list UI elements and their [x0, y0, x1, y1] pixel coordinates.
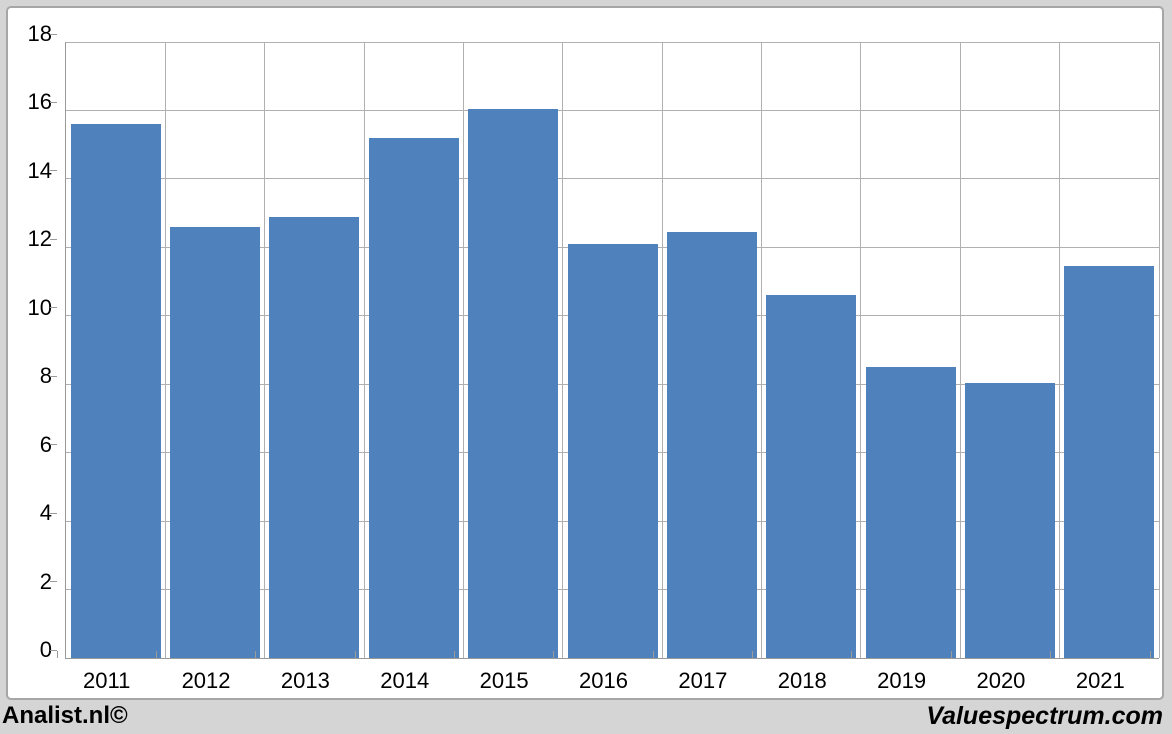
x-axis-tick	[56, 651, 58, 658]
bar-2013	[269, 216, 360, 658]
y-axis-tick	[50, 581, 57, 583]
x-axis-tick	[553, 651, 555, 658]
gridline-horizontal	[66, 178, 1159, 180]
x-axis-tick	[155, 651, 157, 658]
x-axis-tick	[1149, 651, 1151, 658]
x-axis-tick	[950, 651, 952, 658]
y-axis-tick	[50, 238, 57, 240]
x-axis-tick	[1050, 651, 1052, 658]
plot-area	[65, 41, 1160, 659]
gridline-vertical	[860, 42, 862, 658]
bar-2016	[567, 243, 658, 658]
chart-panel: 0 2 4 6 8 10 12 14 16 18 2011 2012 2013 2014 2015 2016 2…	[6, 6, 1164, 700]
y-axis-tick	[50, 649, 57, 651]
y-axis-tick	[50, 170, 57, 172]
x-axis-tick	[354, 651, 356, 658]
gridline-vertical	[1158, 42, 1160, 658]
y-axis-tick	[50, 33, 57, 35]
gridline-vertical	[562, 42, 564, 658]
y-axis-label: 12	[27, 226, 52, 252]
y-axis-label: 14	[27, 157, 52, 183]
bar-2018	[766, 295, 857, 658]
y-axis-label: 16	[27, 89, 52, 115]
x-axis-label-2013: 2013	[280, 668, 330, 693]
y-axis-label: 2	[39, 568, 52, 594]
x-axis-tick	[851, 651, 853, 658]
gridline-vertical	[761, 42, 763, 658]
attribution-valuespectrum: Valuespectrum.com	[926, 702, 1163, 730]
y-axis-label: 0	[39, 637, 52, 662]
x-axis-label-2017: 2017	[678, 668, 728, 693]
x-axis-label-2016: 2016	[579, 668, 628, 693]
bar-2019	[865, 367, 956, 658]
y-axis-tick	[50, 307, 57, 309]
y-axis-label: 18	[27, 21, 52, 46]
gridline-vertical	[264, 42, 266, 658]
y-axis-tick	[50, 444, 57, 446]
x-axis-label-2011: 2011	[83, 668, 131, 693]
x-axis-tick	[652, 651, 654, 658]
gridline-vertical	[164, 42, 166, 658]
y-axis-label: 4	[39, 500, 52, 526]
x-axis-label-2019: 2019	[877, 668, 927, 693]
x-axis-label-2012: 2012	[181, 668, 231, 693]
x-axis-tick	[752, 651, 754, 658]
y-axis-label: 10	[27, 294, 52, 320]
bar-2012	[170, 226, 261, 658]
bar-2017	[666, 231, 757, 658]
attribution-analist: Analist.nl©	[2, 702, 128, 729]
x-axis-tick	[255, 651, 257, 658]
y-axis-tick	[50, 375, 57, 377]
gridline-horizontal	[66, 41, 1159, 43]
x-axis-label-2014: 2014	[380, 668, 430, 693]
y-axis-tick	[50, 101, 57, 103]
x-axis-tick	[453, 651, 455, 658]
y-axis-label: 6	[39, 431, 52, 457]
gridline-vertical	[661, 42, 663, 658]
y-axis-label: 8	[39, 363, 52, 389]
x-axis-label-2021: 2021	[1075, 668, 1125, 693]
y-axis-tick	[50, 512, 57, 514]
gridline-vertical	[959, 42, 961, 658]
gridline-horizontal	[66, 109, 1159, 111]
x-axis-label-2018: 2018	[777, 668, 827, 693]
x-axis-label-2015: 2015	[479, 668, 529, 693]
bar-2011	[70, 124, 161, 658]
gridline-vertical	[462, 42, 464, 658]
bar-2020	[964, 382, 1055, 658]
footer-band: Analist.nl© Valuespectrum.com	[0, 700, 1172, 734]
bar-2015	[468, 108, 559, 658]
bar-2021	[1064, 266, 1155, 658]
x-axis-label-2020: 2020	[976, 668, 1026, 693]
gridline-vertical	[363, 42, 365, 658]
gridline-vertical	[1059, 42, 1061, 658]
bar-2014	[368, 137, 459, 658]
